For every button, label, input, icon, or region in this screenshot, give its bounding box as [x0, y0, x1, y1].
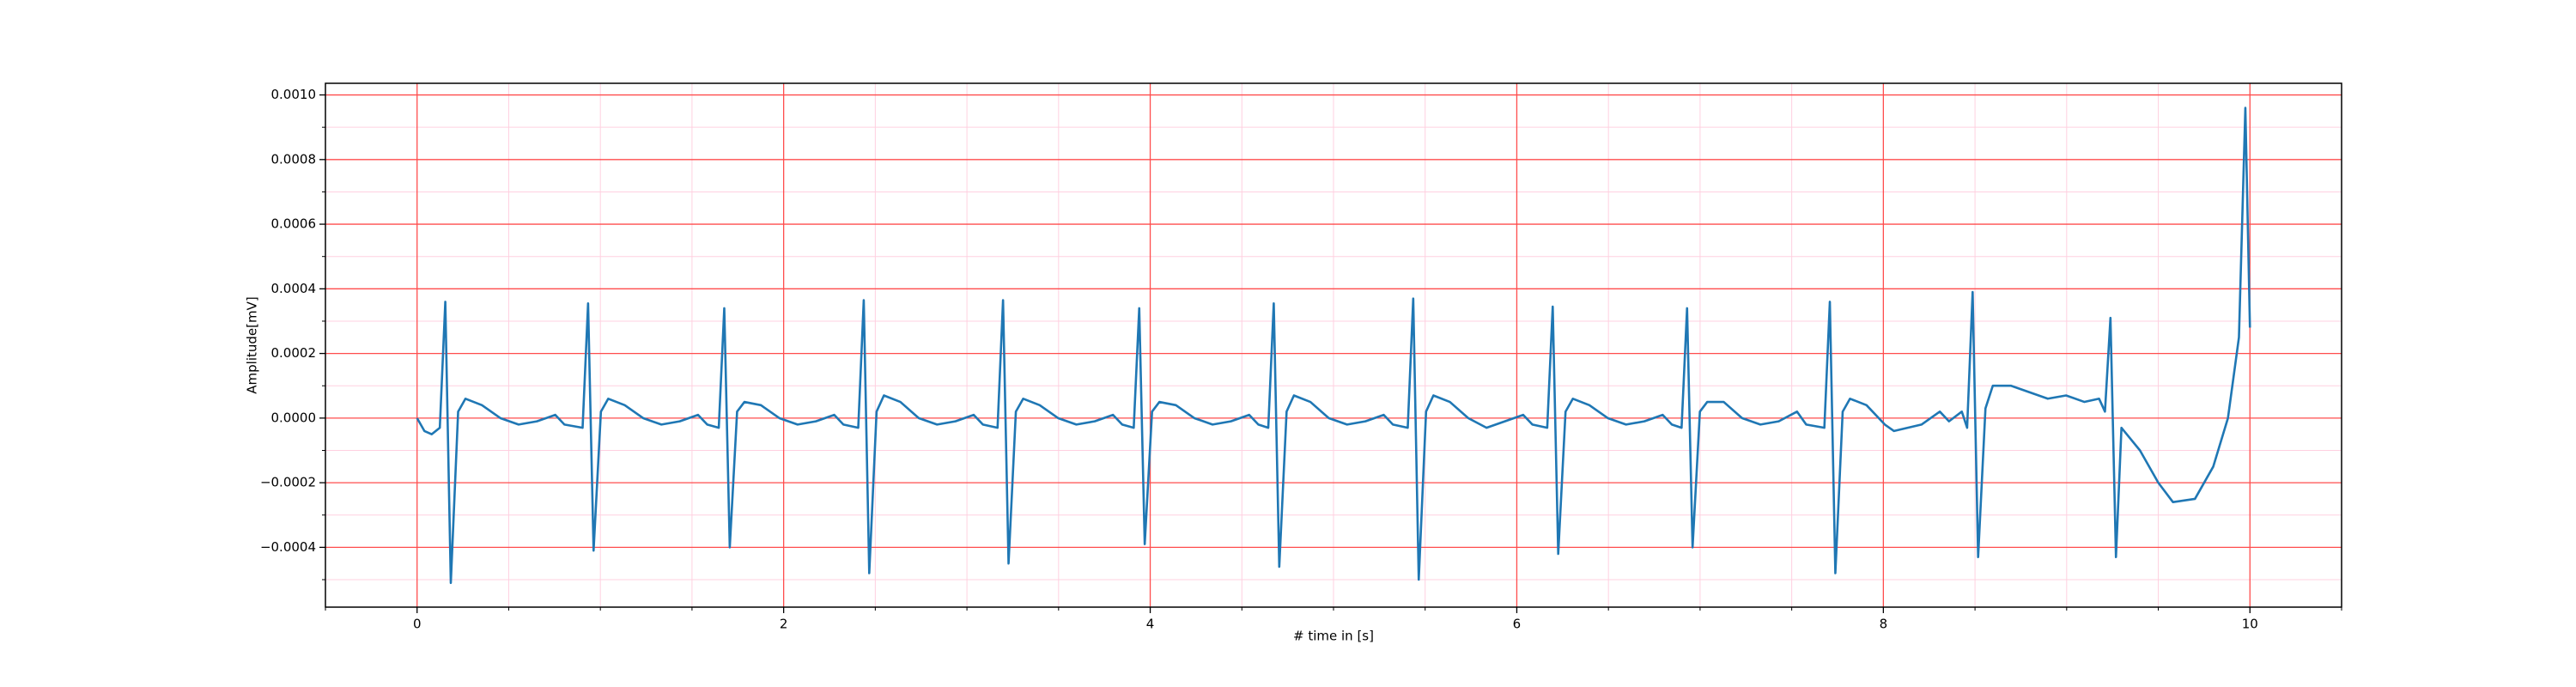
x-tick-label: 0 [413, 617, 422, 632]
y-tick-label: 0.0006 [271, 216, 317, 232]
y-tick-label: 0.0008 [271, 151, 317, 167]
x-tick-label: 10 [2242, 617, 2258, 632]
x-tick-label: 8 [1880, 617, 1888, 632]
x-tick-label: 2 [780, 617, 788, 632]
grid [325, 83, 2342, 607]
y-tick-label: 0.0010 [271, 87, 317, 102]
y-tick-label: 0.0000 [271, 410, 317, 425]
y-tick-label: −0.0004 [260, 539, 316, 555]
signal-line [416, 106, 2251, 585]
y-tick-label: −0.0002 [260, 475, 316, 490]
y-tick-label: 0.0004 [271, 281, 317, 296]
y-axis-label: Amplitude[mV] [245, 296, 260, 393]
plot [416, 106, 2251, 585]
x-tick-label: 6 [1513, 617, 1522, 632]
ticks: 0 2 4 6 8 10 −0.0004 −0.0002 0.0000 0.0002 0.0004 0… [260, 87, 2342, 632]
y-tick-label: 0.0002 [271, 345, 317, 361]
x-axis-label: # time in [s] [1293, 629, 1374, 644]
x-tick-label: 4 [1146, 617, 1155, 632]
